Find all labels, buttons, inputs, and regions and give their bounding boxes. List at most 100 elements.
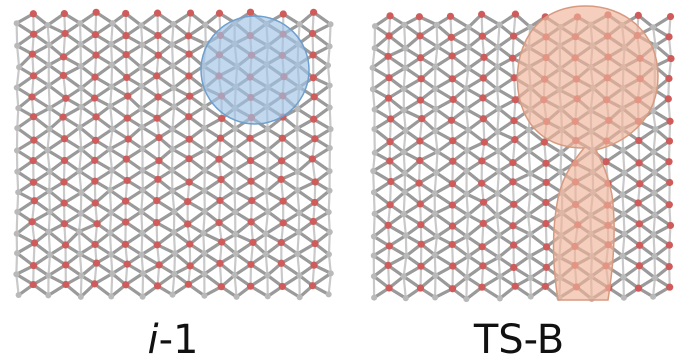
bond [434,45,439,68]
oxygen-atom [30,197,38,205]
metal-atom [14,250,21,257]
oxygen-atom [416,96,425,104]
oxygen-atom [184,220,192,228]
metal-atom [78,85,85,92]
bond [296,189,301,214]
bond [371,88,376,111]
metal-atom [527,231,534,238]
oxygen-atom [62,280,70,289]
metal-atom [78,272,85,279]
bond [233,252,237,277]
metal-atom [138,105,145,112]
metal-atom [45,82,52,89]
oxygen-atom [92,259,101,267]
bond [78,230,82,256]
oxygen-atom [542,219,550,228]
bond [637,264,641,290]
oxygen-atom [311,239,319,248]
oxygen-atom [666,12,675,21]
metal-atom [107,187,114,194]
metal-atom [14,42,21,49]
metal-atom [231,145,238,152]
oxygen-atom [185,178,193,186]
bond [528,255,532,279]
metal-atom [326,187,333,194]
metal-atom [402,64,409,71]
metal-atom [620,274,627,281]
metal-atom [15,292,22,299]
oxygen-atom [666,117,674,125]
metal-atom [264,208,271,215]
oxygen-atom [478,283,486,291]
bond [16,191,20,214]
metal-atom [619,253,626,260]
lattice-drawing-tsb [369,5,675,303]
bond [434,129,439,153]
oxygen-atom [665,158,673,166]
metal-atom [496,273,503,280]
metal-atom [170,21,177,28]
oxygen-atom [215,155,223,163]
oxygen-atom [666,283,674,291]
oxygen-atom [665,137,674,145]
metal-atom [650,231,657,238]
metal-atom [326,168,333,175]
oxygen-atom [122,155,130,163]
metal-atom [201,103,208,110]
bond [125,53,128,79]
bond [78,105,83,129]
oxygen-atom [386,201,394,209]
metal-atom [400,273,407,280]
metal-atom [650,24,657,31]
metal-atom [169,187,176,194]
oxygen-atom [155,133,163,142]
oxygen-atom [278,157,286,165]
metal-atom [108,167,115,174]
metal-atom [231,272,238,279]
metal-atom [620,147,627,154]
oxygen-atom [448,180,456,188]
bond [233,274,238,298]
metal-atom [201,187,208,194]
bond [497,256,502,278]
oxygen-atom [29,72,38,80]
metal-atom [169,62,176,69]
metal-atom [262,230,269,237]
metal-atom [263,188,270,195]
oxygen-atom [479,219,487,228]
bond [155,221,159,246]
metal-atom [108,61,115,68]
bond [110,272,114,298]
bond [171,64,175,90]
oxygen-atom [509,178,517,186]
metal-atom [433,169,440,176]
metal-atom [370,252,377,259]
metal-atom [294,168,301,175]
metal-atom [527,189,534,196]
bond [465,213,470,238]
metal-atom [46,105,53,112]
bond [280,262,284,288]
bond [46,128,51,152]
metal-atom [46,208,53,215]
bond [372,169,376,194]
metal-atom [463,85,470,92]
metal-atom [262,251,269,258]
metal-atom [620,210,627,217]
bond [327,211,331,234]
oxygen-atom [29,280,37,289]
oxygen-atom [153,114,161,122]
bond [435,23,439,48]
bond [265,190,270,213]
oxygen-atom [385,242,393,250]
metal-atom [621,231,628,238]
bond [296,252,301,277]
bond [109,85,113,108]
metal-atom [139,187,146,194]
metal-atom [296,272,303,279]
metal-atom [76,228,83,235]
metal-atom [494,86,501,93]
oxygen-atom [448,222,457,230]
oxygen-atom [509,159,517,167]
bond [667,35,673,60]
